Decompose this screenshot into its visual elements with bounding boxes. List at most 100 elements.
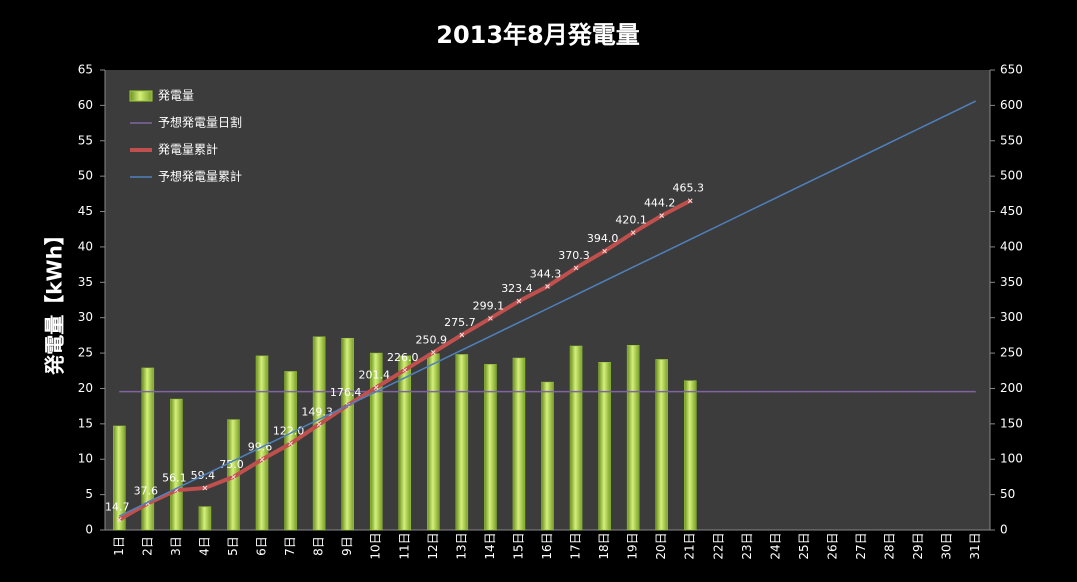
line xyxy=(118,100,977,517)
bar xyxy=(312,336,326,531)
x-tick-label: 25日 xyxy=(797,532,811,559)
marker xyxy=(259,457,265,462)
marker xyxy=(116,517,122,522)
legend-label: 予想発電量日割 xyxy=(158,115,242,130)
bar xyxy=(598,362,611,531)
bar xyxy=(626,345,640,531)
x-tick-label: 15日 xyxy=(511,532,525,559)
data-label: 420.1 xyxy=(615,214,647,227)
x-tick-label: 13日 xyxy=(454,532,468,559)
y2-tick-label: 300 xyxy=(1000,310,1023,324)
y-tick-label: 20 xyxy=(78,381,93,395)
data-label: 201.4 xyxy=(358,368,390,381)
y-axis-title: 発電量【kWh】 xyxy=(43,225,67,376)
marker xyxy=(687,198,693,204)
y2-tick-label: 650 xyxy=(1000,63,1023,77)
y2-tick-label: 150 xyxy=(1000,416,1023,430)
data-label: 323.4 xyxy=(501,282,533,295)
y2-tick-label: 0 xyxy=(1000,523,1008,537)
y2-tick-label: 500 xyxy=(1000,169,1023,183)
data-label: 299.1 xyxy=(473,299,505,312)
marker xyxy=(573,265,579,271)
y-tick-label: 40 xyxy=(78,239,93,253)
data-label: 56.1 xyxy=(162,471,187,484)
x-tick-label: 17日 xyxy=(569,532,583,559)
marker xyxy=(288,441,293,447)
x-tick-label: 11日 xyxy=(397,532,411,559)
marker xyxy=(630,230,636,236)
x-tick-label: 10日 xyxy=(369,532,383,559)
marker xyxy=(316,421,322,427)
x-tick-label: 5日 xyxy=(226,536,240,556)
x-tick-label: 21日 xyxy=(683,532,697,559)
y-tick-label: 65 xyxy=(78,63,93,77)
x-tick-label: 8日 xyxy=(312,536,326,556)
y-tick-label: 15 xyxy=(78,416,93,430)
bar xyxy=(484,364,497,531)
y2-tick-label: 100 xyxy=(1000,452,1023,466)
chart-title: 2013年8月発電量 xyxy=(436,21,640,49)
marker xyxy=(202,485,208,491)
data-label: 344.3 xyxy=(530,267,562,280)
y-tick-label: 10 xyxy=(78,452,93,466)
data-label: 149.3 xyxy=(301,405,333,418)
data-label: 275.7 xyxy=(444,316,476,329)
y2-tick-label: 600 xyxy=(1000,98,1023,112)
marker xyxy=(659,213,665,218)
marker xyxy=(459,332,465,338)
x-tick-label: 26日 xyxy=(825,532,839,559)
legend-label: 予想発電量累計 xyxy=(158,169,242,184)
marker xyxy=(488,315,493,321)
x-tick-label: 9日 xyxy=(340,536,354,556)
x-tick-label: 29日 xyxy=(911,532,925,559)
data-label: 394.0 xyxy=(587,232,619,245)
marker xyxy=(430,350,436,355)
x-tick-label: 14日 xyxy=(483,532,497,559)
y2-tick-label: 50 xyxy=(1000,487,1015,501)
y-tick-label: 45 xyxy=(78,204,93,218)
data-label: 122.0 xyxy=(273,425,305,438)
y2-tick-label: 250 xyxy=(1000,346,1023,360)
bar xyxy=(655,359,668,531)
y-tick-label: 50 xyxy=(78,169,93,183)
y2-tick-label: 450 xyxy=(1000,204,1023,218)
y2-tick-label: 400 xyxy=(1000,239,1023,253)
bar xyxy=(198,506,212,531)
data-label: 250.9 xyxy=(416,333,448,346)
data-label: 444.2 xyxy=(644,197,676,210)
data-label: 465.3 xyxy=(672,182,704,195)
bar xyxy=(398,355,412,531)
legend-label: 発電量累計 xyxy=(158,142,218,157)
data-label: 370.3 xyxy=(558,249,590,262)
bar xyxy=(284,371,297,531)
marker xyxy=(545,283,550,289)
data-label: 75.0 xyxy=(219,458,244,471)
x-tick-label: 12日 xyxy=(426,532,440,559)
bar xyxy=(255,355,269,531)
y2-tick-label: 550 xyxy=(1000,133,1023,147)
bar xyxy=(341,337,354,531)
bar xyxy=(427,353,440,531)
x-tick-label: 6日 xyxy=(255,536,269,556)
bar xyxy=(369,352,383,531)
bar xyxy=(541,381,554,531)
marker xyxy=(373,385,379,390)
x-tick-label: 22日 xyxy=(711,532,725,559)
x-tick-label: 4日 xyxy=(197,536,211,556)
x-tick-label: 24日 xyxy=(768,532,782,559)
marker xyxy=(402,367,408,373)
x-tick-label: 3日 xyxy=(169,536,183,556)
y-tick-label: 0 xyxy=(85,523,93,537)
data-label: 37.6 xyxy=(134,484,159,497)
x-tick-label: 27日 xyxy=(854,532,868,559)
legend-swatch xyxy=(129,90,153,102)
x-tick-label: 28日 xyxy=(883,532,897,559)
data-label: 14.7 xyxy=(105,501,130,514)
y2-tick-label: 350 xyxy=(1000,275,1023,289)
y2-tick-label: 200 xyxy=(1000,381,1023,395)
bar xyxy=(455,354,469,531)
y-tick-label: 55 xyxy=(78,133,93,147)
x-tick-label: 19日 xyxy=(626,532,640,559)
bar xyxy=(141,367,155,531)
x-tick-label: 20日 xyxy=(654,532,668,559)
